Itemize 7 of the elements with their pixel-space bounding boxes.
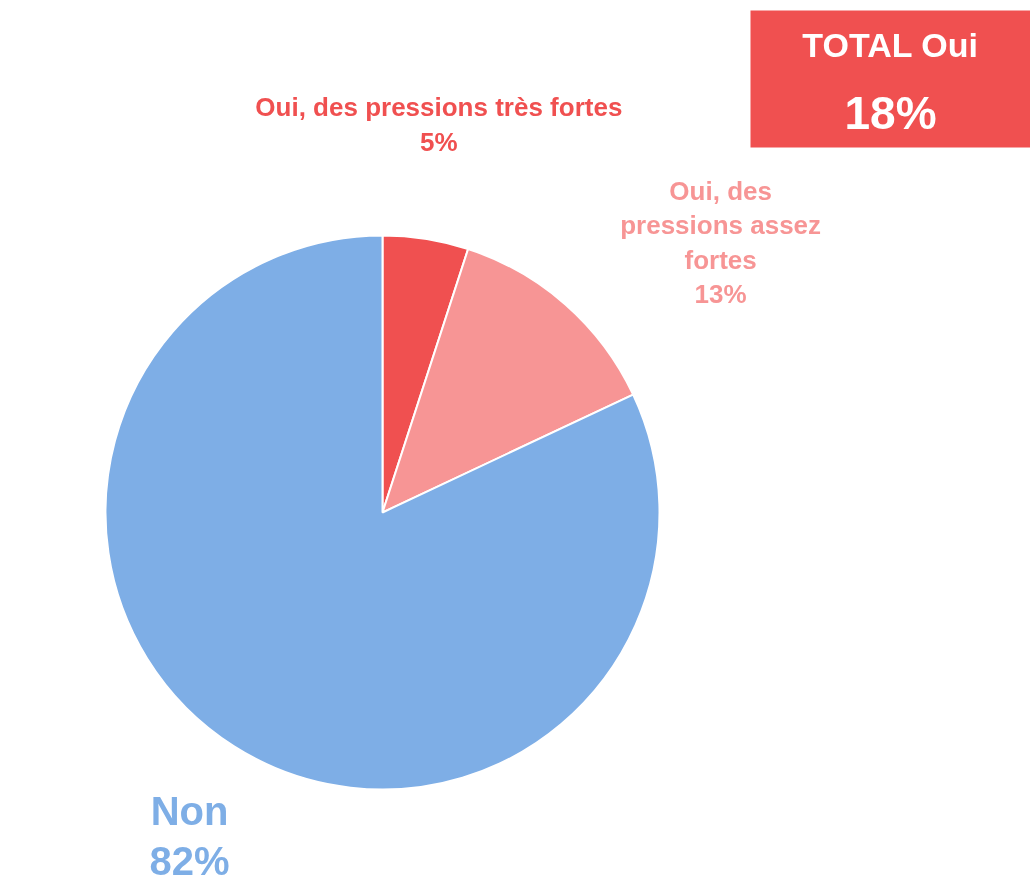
data-label: 82% xyxy=(149,839,230,884)
data-label: 13% xyxy=(694,279,747,310)
slice-label: Oui, des pressions très fortes xyxy=(255,92,623,123)
data-label: 5% xyxy=(420,126,458,157)
slice-label: Non xyxy=(150,788,229,833)
text: TOTAL Oui 18% xyxy=(802,25,979,140)
slice-label: Oui, des pressions assez fortes xyxy=(620,175,822,275)
